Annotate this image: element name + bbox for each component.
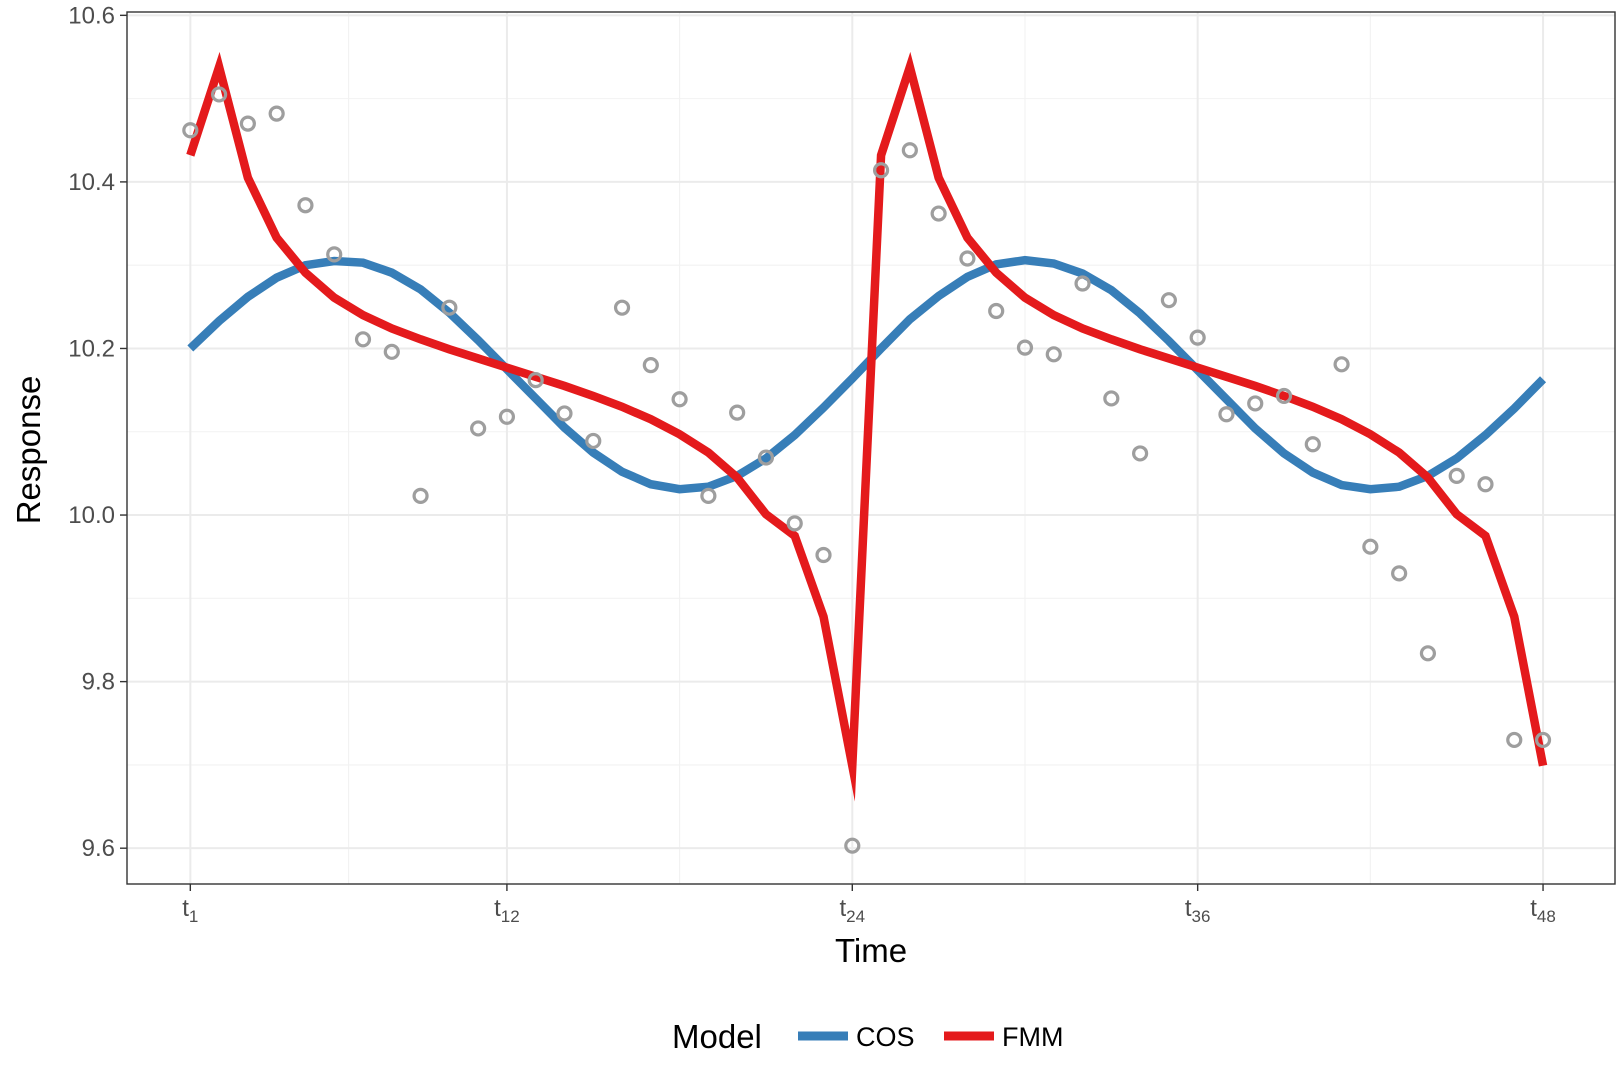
observation-point — [988, 302, 1005, 320]
model-lines — [186, 51, 1548, 802]
observation-point — [268, 105, 285, 122]
axis-ticks — [120, 14, 1544, 891]
observation-point — [182, 122, 199, 139]
observation-point — [1477, 476, 1494, 493]
observation-point — [1506, 731, 1523, 749]
observation-point — [700, 487, 717, 504]
y-tick-label: 10.2 — [68, 335, 115, 362]
observation-point — [1362, 538, 1379, 555]
y-tick-label: 10.0 — [68, 502, 115, 529]
observation-point — [872, 162, 890, 179]
observation-point — [1333, 356, 1350, 373]
observation-point — [527, 372, 544, 389]
observation-point — [326, 246, 343, 263]
observation-point — [1534, 731, 1552, 749]
observation-point — [1218, 406, 1235, 423]
observation-point — [786, 515, 803, 532]
observation-point — [239, 115, 256, 132]
observation-point — [729, 404, 746, 421]
y-tick-label: 10.6 — [68, 2, 115, 29]
y-tick-label: 10.4 — [68, 169, 115, 196]
observation-point — [1045, 346, 1062, 363]
x-tick-label: t1 — [182, 895, 198, 926]
observation-point — [1189, 329, 1206, 346]
plot-panel-border — [126, 11, 1616, 885]
observation-point — [930, 205, 947, 222]
observation-point — [642, 357, 659, 374]
observation-point — [354, 331, 372, 348]
x-tick-label: t48 — [1530, 895, 1556, 926]
x-tick-label: t12 — [494, 895, 520, 926]
observation-point — [1275, 387, 1293, 405]
series-line-cos — [187, 255, 1547, 494]
observation-point — [470, 420, 487, 437]
observation-point — [1160, 292, 1177, 309]
observation-point — [613, 299, 631, 316]
legend-label-cos: COS — [856, 1022, 915, 1052]
observation-point — [412, 487, 429, 504]
observation-point — [671, 391, 688, 408]
y-tick-labels: 9.6 9.8 10.0 10.2 10.4 10.6 — [68, 2, 115, 862]
x-tick-labels: t1 t12 t24 t36 t48 — [182, 895, 1556, 926]
observation-point — [1247, 395, 1264, 412]
observation-point — [901, 142, 918, 159]
observation-point — [297, 197, 314, 214]
observation-point — [556, 405, 573, 422]
major-gridlines — [127, 12, 1615, 884]
y-tick-label: 9.8 — [82, 669, 115, 696]
observation-point — [959, 250, 976, 267]
observation-point — [441, 299, 458, 316]
observation-point — [383, 343, 400, 360]
observation-point — [1304, 436, 1321, 453]
legend-title: Model — [672, 1018, 762, 1055]
y-axis-title: Response — [10, 376, 47, 525]
observation-point — [1074, 275, 1091, 292]
observation-point — [844, 837, 861, 854]
legend: Model COS FMM — [672, 1018, 1063, 1055]
y-tick-label: 9.6 — [82, 835, 115, 862]
observation-point — [1016, 339, 1034, 356]
series-line-fmm — [186, 51, 1548, 802]
observation-point — [1391, 565, 1408, 582]
observation-point — [211, 86, 228, 103]
observation-point — [498, 408, 516, 425]
observation-points — [182, 86, 1552, 854]
observation-point — [1103, 390, 1120, 407]
x-tick-label: t36 — [1185, 895, 1211, 926]
x-axis-title: Time — [835, 932, 907, 969]
observation-point — [1419, 645, 1437, 662]
observation-point — [1448, 467, 1465, 485]
observation-point — [757, 449, 775, 466]
x-tick-label: t24 — [839, 895, 865, 926]
legend-label-fmm: FMM — [1002, 1022, 1063, 1052]
observation-point — [1132, 445, 1149, 462]
observation-point — [585, 432, 602, 450]
observation-point — [815, 546, 832, 564]
